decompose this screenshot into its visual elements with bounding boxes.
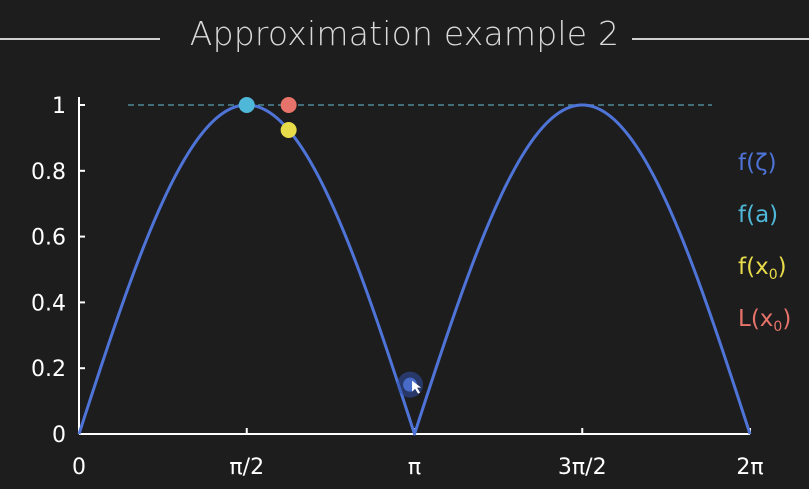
legend: f(ζ) f(a) f(x0) L(x0) [738, 143, 791, 351]
title-rule-left [0, 38, 160, 40]
legend-label-pre: f(a) [738, 202, 779, 228]
series-line-f-zeta [77, 103, 752, 436]
legend-label-pre: f(ζ) [738, 150, 777, 176]
x-tick-label: 3π/2 [558, 455, 607, 480]
point-f-x0 [280, 122, 297, 139]
legend-label-post: ) [777, 254, 787, 280]
x-tick-labels: 0 π/2 π 3π/2 2π [72, 428, 764, 480]
y-tick-label: 0.6 [31, 226, 66, 251]
y-tick-label: 0 [52, 423, 66, 448]
x-tick-label: π/2 [229, 455, 264, 480]
points-group [238, 97, 297, 139]
legend-label-pre: L(x [738, 306, 774, 332]
y-tick-label: 0.4 [31, 291, 66, 316]
legend-entry-f-zeta: f(ζ) [738, 143, 791, 195]
y-tick-label: 0.8 [31, 160, 66, 185]
y-tick-labels: 0 0.2 0.4 0.6 0.8 1 [31, 94, 85, 448]
mouse-cursor-icon [412, 380, 422, 394]
x-tick-label: π [408, 455, 421, 480]
legend-entry-l-x0: L(x0) [738, 299, 791, 351]
point-f-a [238, 97, 255, 113]
title-rule-right [632, 38, 809, 40]
y-tick-label: 1 [52, 94, 66, 119]
chart-title: Approximation example 2 [189, 14, 620, 53]
x-tick-label: 0 [72, 455, 86, 480]
legend-label-sub: 0 [768, 267, 778, 283]
legend-entry-f-a: f(a) [738, 195, 791, 247]
curve-group [77, 103, 752, 436]
point-l-x0 [280, 97, 297, 113]
x-tick-label: 2π [736, 455, 763, 480]
legend-entry-f-x0: f(x0) [738, 247, 791, 299]
legend-label-sub: 0 [773, 319, 783, 335]
cursor-group [397, 371, 424, 398]
y-tick-label: 0.2 [31, 357, 66, 382]
legend-label-post: ) [782, 306, 792, 332]
legend-label-pre: f(x [738, 254, 769, 280]
